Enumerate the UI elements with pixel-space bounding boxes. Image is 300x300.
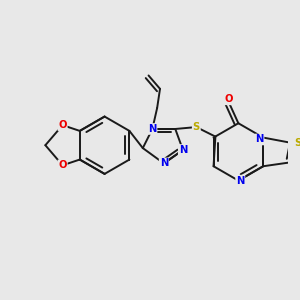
- Text: N: N: [179, 145, 187, 155]
- Text: S: S: [294, 138, 300, 148]
- Text: O: O: [225, 94, 233, 104]
- Text: O: O: [58, 160, 67, 170]
- Text: O: O: [58, 120, 67, 130]
- Text: N: N: [236, 176, 244, 186]
- Text: N: N: [255, 134, 264, 145]
- Text: N: N: [160, 158, 168, 168]
- Text: N: N: [148, 124, 157, 134]
- Text: S: S: [193, 122, 200, 132]
